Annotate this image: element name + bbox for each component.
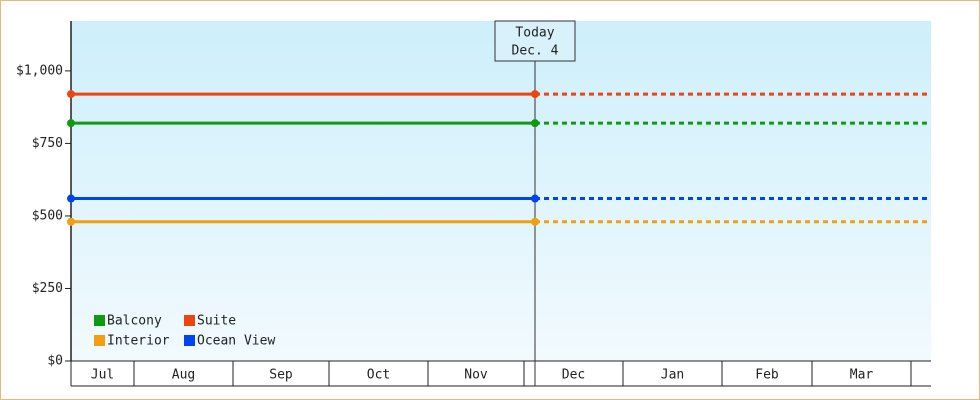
x-tick-label: Jul xyxy=(91,368,114,383)
x-tick-label: Dec xyxy=(562,368,585,383)
legend-swatch xyxy=(94,335,105,346)
legend-label: Ocean View xyxy=(197,334,275,349)
legend-swatch xyxy=(184,335,195,346)
series-point xyxy=(531,194,539,203)
today-box xyxy=(494,20,576,62)
series-point xyxy=(67,119,75,128)
series-point xyxy=(531,217,539,226)
series-point xyxy=(531,90,539,99)
x-tick-label: Sep xyxy=(269,368,293,383)
series-point xyxy=(531,119,539,128)
series-point xyxy=(67,217,75,226)
x-tick-label: Nov xyxy=(464,368,488,383)
legend-label: Balcony xyxy=(107,314,162,329)
x-tick-label: Aug xyxy=(172,368,195,383)
y-tick-label: $0 xyxy=(47,354,63,369)
x-tick-label: Mar xyxy=(850,368,874,383)
series-point xyxy=(67,90,75,99)
today-title: Today xyxy=(515,26,554,41)
legend-swatch xyxy=(94,315,105,326)
x-tick-label: Feb xyxy=(755,368,779,383)
x-tick-label: Jan xyxy=(661,368,684,383)
y-tick-label: $1,000 xyxy=(16,63,63,78)
series-point xyxy=(67,194,75,203)
legend-label: Interior xyxy=(107,334,170,349)
x-tick-label: Oct xyxy=(367,368,390,383)
y-tick-label: $250 xyxy=(32,281,63,296)
legend-label: Suite xyxy=(197,314,236,329)
today-date: Dec. 4 xyxy=(512,44,559,59)
plot-area xyxy=(71,21,931,361)
y-tick-label: $500 xyxy=(32,208,63,223)
y-tick-label: $750 xyxy=(32,136,63,151)
legend-swatch xyxy=(184,315,195,326)
